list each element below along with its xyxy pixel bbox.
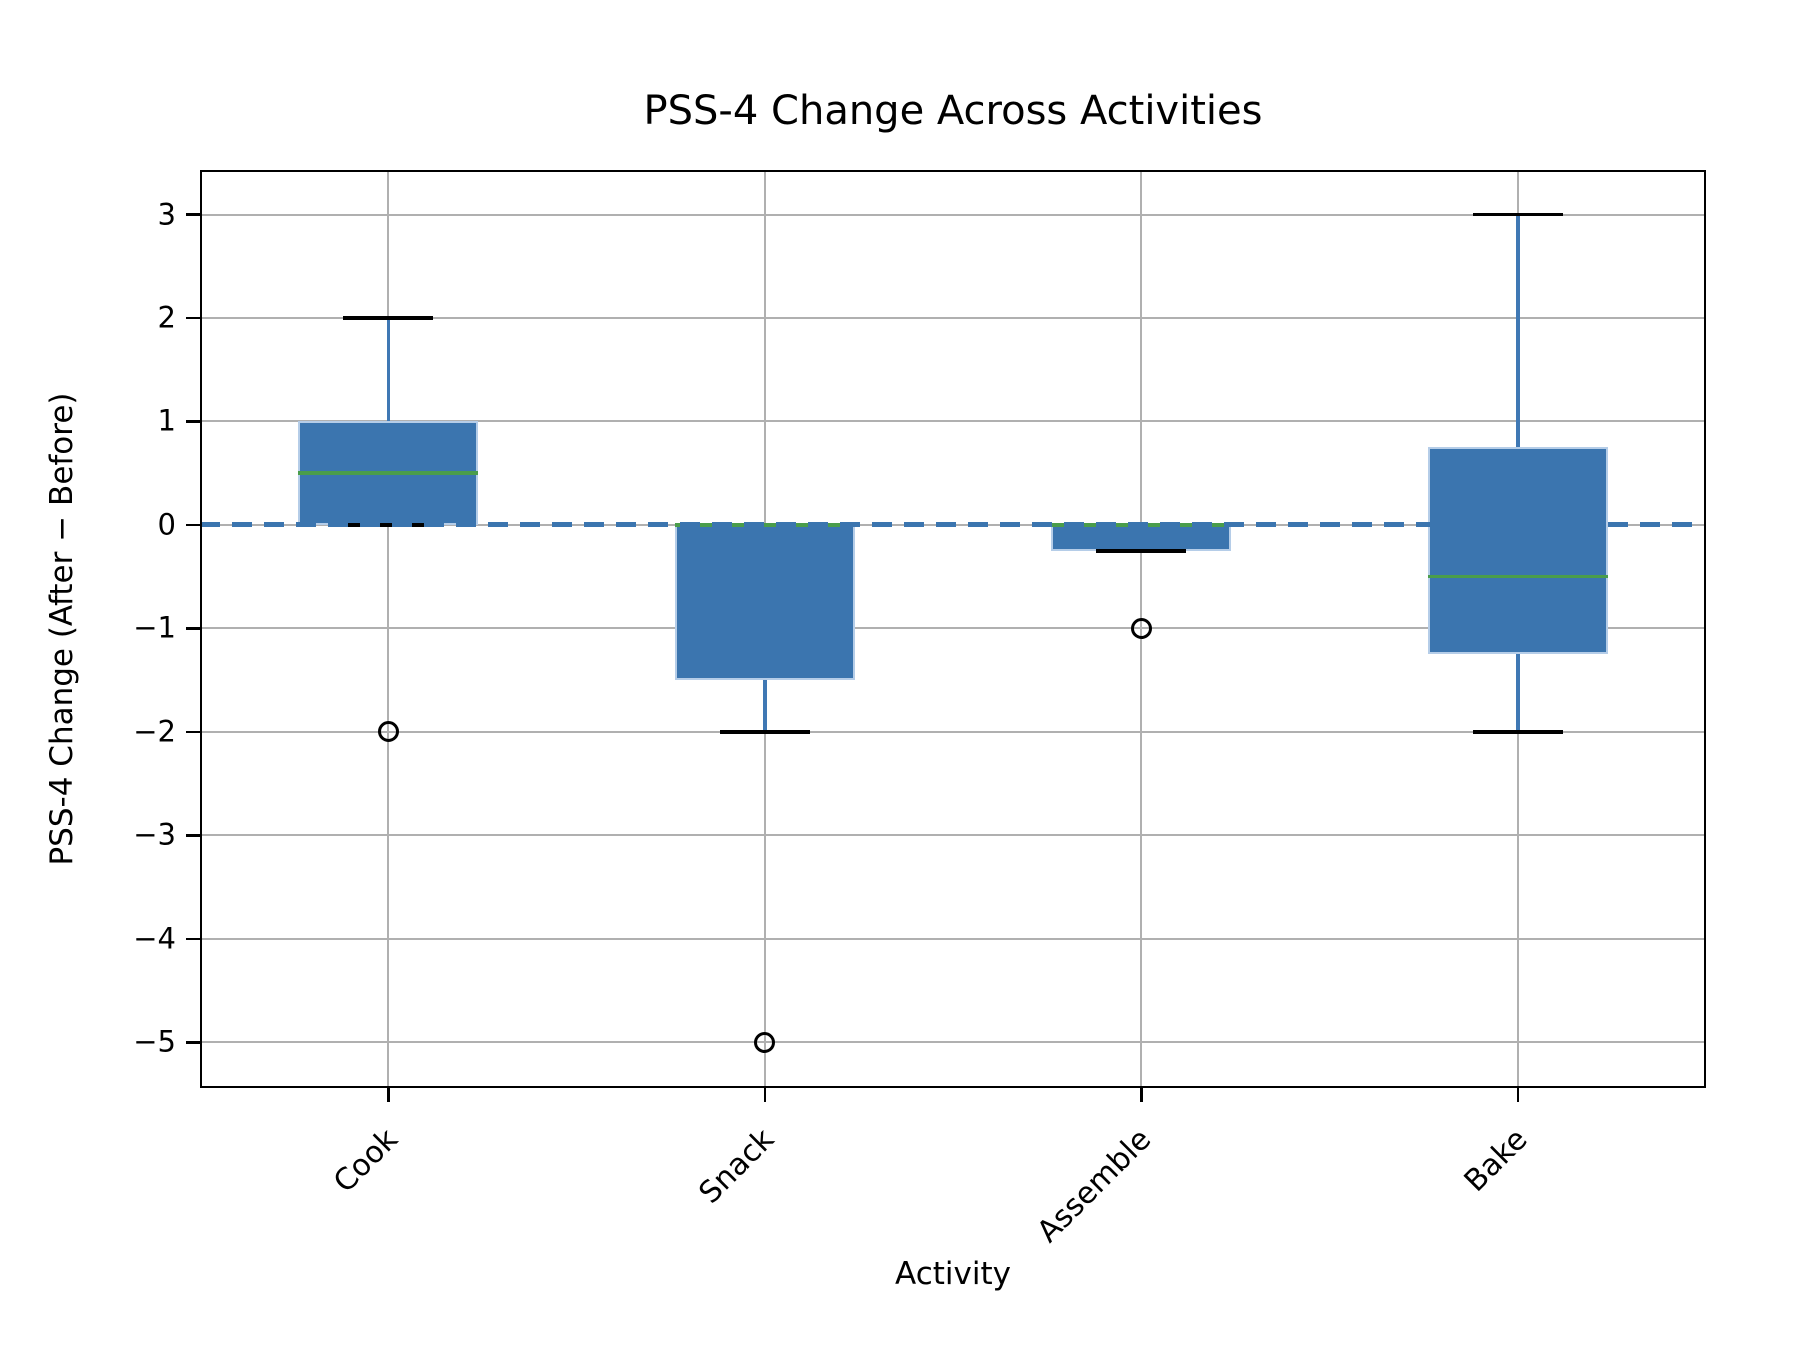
h-gridline bbox=[200, 627, 1706, 630]
h-gridline bbox=[200, 316, 1706, 319]
y-tick-mark bbox=[186, 627, 200, 630]
y-tick-mark bbox=[186, 834, 200, 837]
median-line bbox=[298, 471, 479, 475]
h-gridline bbox=[200, 420, 1706, 423]
y-tick-label: −5 bbox=[133, 1024, 176, 1059]
chart-title: PSS-4 Change Across Activities bbox=[643, 88, 1263, 134]
x-tick-label-assemble: Assemble bbox=[1030, 1122, 1158, 1250]
lower-whisker bbox=[763, 680, 767, 732]
y-tick-label: 1 bbox=[157, 403, 176, 438]
whisker-cap bbox=[1472, 730, 1563, 734]
h-gridline bbox=[200, 834, 1706, 837]
y-tick-label: −4 bbox=[133, 921, 176, 956]
x-tick-label-snack: Snack bbox=[692, 1122, 782, 1211]
outlier-point bbox=[1130, 617, 1152, 639]
x-tick-label-bake: Bake bbox=[1457, 1122, 1535, 1199]
y-tick-label: −3 bbox=[133, 817, 176, 852]
x-axis-label: Activity bbox=[895, 1256, 1011, 1292]
h-gridline bbox=[200, 730, 1706, 733]
y-tick-label: 3 bbox=[157, 196, 176, 231]
y-tick-mark bbox=[186, 316, 200, 320]
whisker-cap bbox=[1472, 212, 1563, 217]
y-tick-label: 2 bbox=[157, 300, 176, 335]
lower-whisker bbox=[1516, 654, 1520, 732]
y-tick-label: 0 bbox=[157, 507, 176, 542]
x-tick-mark bbox=[387, 1088, 390, 1102]
h-gridline bbox=[200, 213, 1706, 216]
y-tick-mark bbox=[186, 420, 200, 423]
x-tick-label-cook: Cook bbox=[327, 1122, 405, 1200]
y-tick-label: −2 bbox=[133, 714, 176, 749]
y-tick-mark bbox=[186, 213, 200, 216]
y-tick-mark bbox=[186, 730, 200, 734]
y-tick-mark bbox=[186, 937, 200, 941]
whisker-cap bbox=[719, 730, 810, 734]
upper-whisker bbox=[1516, 214, 1520, 448]
v-gridline bbox=[387, 170, 390, 1088]
h-gridline bbox=[200, 937, 1706, 940]
zero-reference-line bbox=[200, 522, 1706, 528]
whisker-cap bbox=[343, 316, 434, 320]
outlier-point bbox=[377, 721, 399, 743]
h-gridline bbox=[200, 1041, 1706, 1044]
y-tick-label: −1 bbox=[133, 610, 176, 645]
x-tick-mark bbox=[1140, 1088, 1143, 1102]
upper-whisker bbox=[386, 317, 390, 422]
box-snack bbox=[674, 524, 855, 681]
box-assemble bbox=[1051, 524, 1232, 551]
median-line bbox=[1427, 574, 1608, 579]
box-bake bbox=[1427, 447, 1608, 655]
whisker-cap bbox=[1096, 549, 1187, 553]
x-tick-mark bbox=[763, 1088, 766, 1102]
outlier-point bbox=[754, 1031, 776, 1053]
y-tick-mark bbox=[186, 1041, 200, 1044]
y-tick-mark bbox=[186, 523, 200, 527]
x-tick-mark bbox=[1516, 1088, 1519, 1102]
